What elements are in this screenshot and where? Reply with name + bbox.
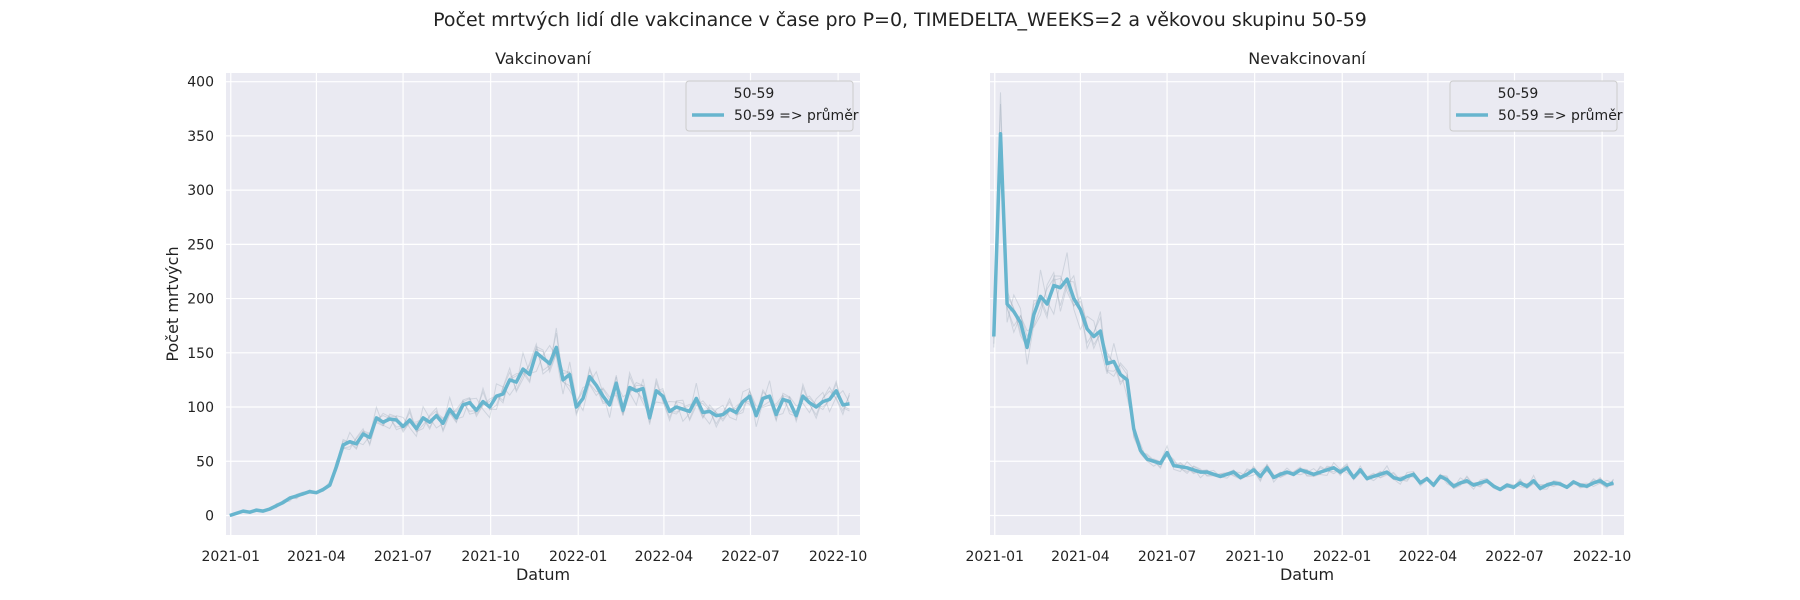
y-tick-label: 100 — [187, 400, 214, 416]
y-tick-label: 300 — [187, 183, 214, 199]
figure-title: Počet mrtvých lidí dle vakcinance v čase… — [433, 9, 1367, 31]
x-tick-label: 2022-07 — [1485, 549, 1544, 565]
y-tick-label: 0 — [205, 508, 214, 524]
x-tick-label: 2022-07 — [721, 549, 780, 565]
x-tick-label: 2022-01 — [1313, 549, 1372, 565]
x-tick-label: 2021-01 — [202, 549, 261, 565]
legend-vakcinovani: 50-59 50-59 => průměr — [685, 80, 859, 132]
series-line-nevakcinovani — [992, 131, 1615, 492]
legend-nevakcinovani: 50-59 50-59 => průměr — [1449, 80, 1623, 132]
x-tick-label: 2021-01 — [966, 549, 1025, 565]
plot-area-vakcinovani — [226, 73, 860, 535]
plot-area-nevakcinovani — [990, 73, 1624, 535]
x-tick-label: 2021-04 — [287, 549, 346, 565]
legend-title: 50-59 — [734, 86, 775, 102]
x-tick-label: 2021-10 — [461, 549, 520, 565]
x-tick-labels-vakcinovani: 2021-01 2021-04 2021-07 2021-10 2022-01 2022-… — [202, 549, 868, 565]
gridlines-nevakcinovani — [990, 73, 1624, 535]
x-tick-label: 2022-04 — [635, 549, 694, 565]
x-tick-label: 2021-07 — [1138, 549, 1197, 565]
legend-box — [685, 80, 854, 132]
gridlines-vakcinovani — [226, 73, 860, 535]
panel-nevakcinovani: 2021-01 2021-04 2021-07 2021-10 2022-01 2022-… — [966, 49, 1632, 584]
x-tick-label: 2022-04 — [1399, 549, 1458, 565]
y-axis-label-vakcinovani: Počet mrtvých — [163, 246, 182, 361]
legend-title: 50-59 — [1498, 86, 1539, 102]
panel-title-vakcinovani: Vakcinovaní — [495, 49, 591, 68]
x-tick-labels-nevakcinovani: 2021-01 2021-04 2021-07 2021-10 2022-01 2022-… — [966, 549, 1632, 565]
x-axis-label-nevakcinovani: Datum — [1280, 565, 1334, 584]
x-tick-label: 2021-07 — [374, 549, 433, 565]
y-tick-label: 250 — [187, 237, 214, 253]
x-tick-label: 2022-10 — [809, 549, 868, 565]
series-line-vakcinovani — [229, 345, 850, 518]
x-tick-label: 2022-10 — [1573, 549, 1632, 565]
legend-box — [1449, 80, 1618, 132]
x-axis-label-vakcinovani: Datum — [516, 565, 570, 584]
y-tick-label: 200 — [187, 292, 214, 308]
y-tick-label: 350 — [187, 129, 214, 145]
y-tick-label: 400 — [187, 75, 214, 91]
y-tick-label: 150 — [187, 346, 214, 362]
x-tick-label: 2021-04 — [1051, 549, 1110, 565]
y-tick-label: 50 — [196, 454, 214, 470]
legend-entry: 50-59 => průměr — [1498, 108, 1623, 124]
legend-entry: 50-59 => průměr — [734, 108, 859, 124]
x-tick-label: 2022-01 — [549, 549, 608, 565]
x-tick-label: 2021-10 — [1225, 549, 1284, 565]
panel-title-nevakcinovani: Nevakcinovaní — [1248, 49, 1366, 68]
y-tick-labels-vakcinovani: 0 50 100 150 200 250 300 350 400 — [187, 75, 214, 525]
